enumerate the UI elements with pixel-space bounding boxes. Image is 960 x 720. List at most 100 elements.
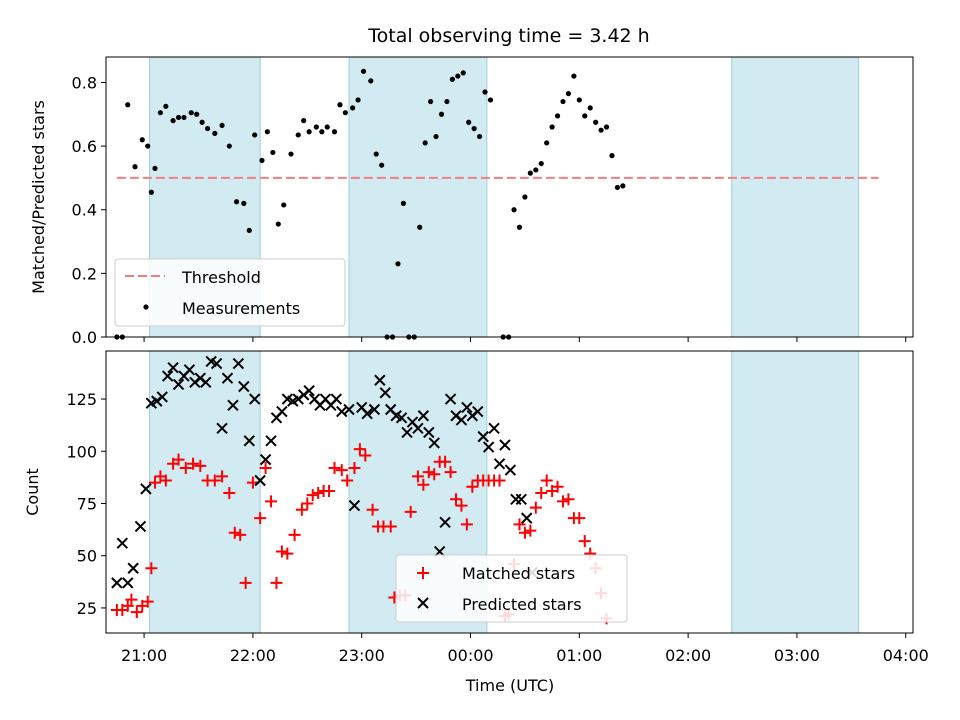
measurement-point-4	[132, 164, 138, 170]
measurement-point-34	[313, 124, 319, 130]
predicted-star-point-28	[259, 453, 272, 466]
measurement-point-33	[306, 129, 312, 135]
predicted-star-point-4	[127, 562, 139, 574]
bottom-ytick-label-2: 50	[77, 547, 97, 566]
measurement-point-49	[400, 200, 407, 206]
matched-star-point-33	[301, 497, 314, 510]
matched-star-point-71	[513, 518, 526, 531]
x-tick-label-2: 22:00	[230, 646, 276, 665]
matched-star-point-5	[130, 606, 143, 619]
x-tick-label-5: 01:00	[556, 646, 602, 665]
bottom-ytick-label-3: 75	[77, 494, 97, 513]
matched-star-point-9	[148, 476, 161, 489]
x-tick-label-7: 03:00	[774, 646, 820, 665]
matched-star-point-15	[187, 457, 200, 470]
predicted-star-point-56	[417, 410, 430, 422]
measurement-point-14	[188, 110, 194, 116]
measurement-point-71	[527, 170, 533, 176]
predicted-star-point-36	[303, 384, 315, 397]
matched-star-point-80	[562, 493, 575, 506]
top-ytick-label-2: 0.2	[72, 264, 97, 283]
measurement-point-41	[355, 97, 361, 103]
predicted-star-point-31	[276, 405, 288, 418]
predicted-star-point-9	[156, 391, 168, 403]
measurement-point-12	[175, 114, 182, 121]
predicted-star-point-61	[444, 393, 457, 405]
measurement-point-74	[544, 140, 550, 146]
predicted-star-point-26	[248, 393, 261, 405]
matched-star-point-62	[466, 480, 479, 493]
bottom-ytick-label-1: 25	[77, 599, 97, 618]
measurement-point-58	[449, 76, 455, 82]
matched-star-point-25	[254, 512, 267, 525]
matched-star-point-75	[535, 487, 548, 500]
matched-star-point-78	[551, 480, 564, 493]
top-y-axis-label: Matched/Predicted stars	[29, 100, 48, 294]
matched-star-point-51	[404, 505, 417, 518]
measurement-point-64	[482, 89, 488, 95]
measurement-point-85	[603, 124, 610, 130]
predicted-star-point-20	[216, 422, 228, 434]
predicted-star-point-14	[183, 364, 196, 376]
x-tick-label-4: 00:00	[447, 646, 493, 665]
predicted-stars-points	[111, 355, 538, 589]
measurement-point-53	[422, 140, 428, 146]
matched-star-point-55	[428, 468, 441, 481]
predicted-star-point-68	[482, 441, 495, 453]
chart-title: Total observing time = 3.42 h	[367, 25, 649, 47]
measurement-point-55	[433, 133, 439, 140]
predicted-star-point-42	[336, 405, 348, 418]
predicted-star-point-19	[210, 357, 223, 370]
top-ytick-label-5: 0.8	[72, 73, 97, 92]
matched-star-point-57	[439, 455, 452, 468]
measurement-point-45	[379, 162, 385, 168]
legend-measurements-label: Measurements	[182, 299, 300, 318]
measurement-point-40	[350, 105, 356, 111]
x-tick-label-8: 04:00	[883, 646, 929, 665]
predicted-star-point-17	[200, 376, 212, 389]
predicted-star-point-43	[343, 403, 355, 416]
matched-star-point-8	[145, 562, 158, 575]
x-tick-label-3: 23:00	[339, 646, 385, 665]
measurement-point-23	[246, 227, 252, 234]
measurement-point-15	[194, 111, 200, 117]
legend-matched-label: Matched stars	[462, 564, 575, 583]
measurement-point-21	[233, 199, 240, 205]
predicted-star-point-3	[122, 577, 134, 589]
predicted-star-point-70	[493, 458, 506, 470]
measurement-point-13	[181, 114, 187, 121]
predicted-star-point-44	[348, 499, 361, 512]
measurement-point-11	[170, 118, 176, 124]
matched-star-point-82	[573, 512, 586, 525]
measurement-point-18	[212, 130, 218, 136]
matched-star-point-73	[524, 524, 537, 537]
matched-star-point-34	[306, 489, 319, 502]
measurement-point-37	[331, 129, 338, 135]
predicted-star-point-74	[515, 493, 527, 506]
measurement-point-59	[455, 73, 461, 79]
matched-star-point-22	[234, 528, 247, 541]
measurement-point-76	[554, 113, 561, 119]
measurement-point-9	[157, 110, 164, 116]
measurement-point-84	[598, 127, 604, 133]
measurement-point-25	[259, 157, 265, 164]
matched-star-point-54	[422, 466, 435, 479]
bottom-y-axis-label: Count	[23, 468, 42, 516]
legend-measurements-swatch	[143, 304, 149, 310]
measurement-point-68	[511, 207, 517, 213]
predicted-star-point-27	[254, 474, 266, 487]
top-ytick-label-4: 0.6	[72, 137, 97, 156]
predicted-star-point-64	[461, 401, 473, 414]
matched-star-point-27	[265, 495, 278, 508]
predicted-star-point-24	[238, 380, 250, 393]
matched-star-point-21	[228, 526, 241, 539]
measurement-point-44	[373, 151, 379, 157]
top-axes-frame	[105, 56, 914, 338]
matched-star-point-42	[353, 443, 366, 456]
predicted-star-point-71	[499, 439, 511, 451]
predicted-star-point-29	[265, 435, 277, 447]
matched-star-point-38	[328, 461, 341, 474]
measurement-point-54	[428, 98, 434, 105]
predicted-star-point-41	[330, 393, 343, 405]
measurement-point-81	[582, 113, 588, 119]
